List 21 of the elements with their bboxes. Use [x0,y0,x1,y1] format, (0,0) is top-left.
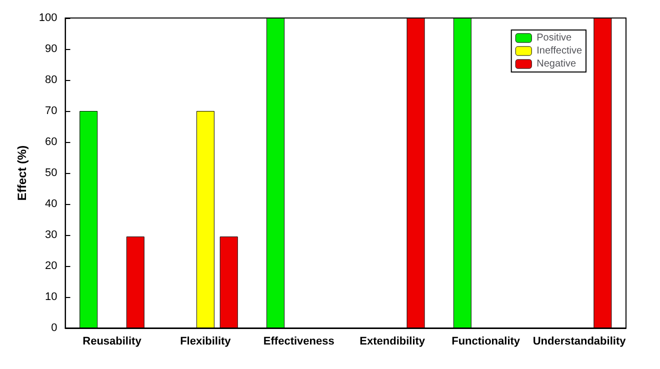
x-tick-label: Extendibility [360,336,426,348]
y-tick-label: 60 [45,136,58,148]
x-tick-label: Effectiveness [263,336,334,348]
legend-label: Positive [536,32,572,44]
y-tick-label: 30 [45,229,58,241]
legend-label: Negative [536,58,577,70]
y-tick-label: 100 [38,12,58,24]
legend-label: Ineffective [536,46,582,56]
y-tick-label: 20 [45,260,58,272]
y-tick-label: 70 [45,105,58,117]
y-axis-title: Effect (%) [15,145,29,201]
y-tick-label: 50 [45,167,58,179]
x-tick-label: Reusability [82,336,142,348]
y-tick-label: 90 [45,43,58,55]
y-tick-label: 0 [51,322,58,334]
x-tick-label: Functionality [452,336,521,348]
y-tick-label: 10 [45,291,58,303]
y-tick-label: 40 [45,198,58,210]
y-tick-label: 80 [45,74,58,86]
x-tick-label: Understandability [532,336,627,348]
x-tick-label: Flexibility [180,336,232,348]
